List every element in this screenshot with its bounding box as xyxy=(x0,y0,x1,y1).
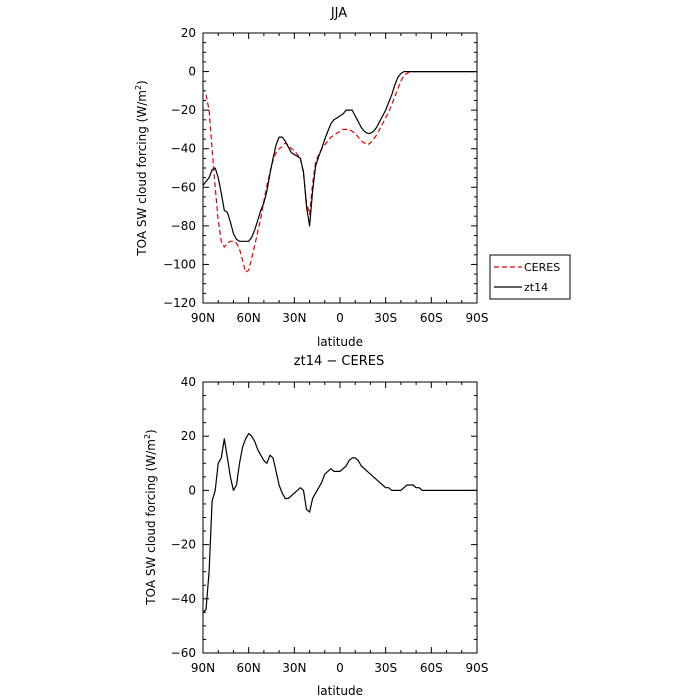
y-axis-label: TOA SW cloud forcing (W/m2) xyxy=(143,429,158,605)
plot-frame xyxy=(202,32,478,304)
y-tick-label: −40 xyxy=(171,142,196,156)
y-tick-label: 0 xyxy=(188,65,196,79)
legend-label-ceres: CERES xyxy=(524,261,560,274)
x-tick-label: 30S xyxy=(374,311,397,325)
plot-frame xyxy=(202,381,478,654)
y-tick-label: −20 xyxy=(171,103,196,117)
y-tick-label: −60 xyxy=(171,180,196,194)
chart-title: zt14 − CERES xyxy=(294,354,384,369)
panel-difference: zt14 − CERES 90N 60N 30N 0 30S 60S 90S 40 20 0 −20… xyxy=(143,354,488,698)
y-tick-label: 20 xyxy=(181,429,196,443)
y-tick-label: 0 xyxy=(188,483,196,497)
series-line-zt14 xyxy=(202,70,477,242)
y-tick-label: 20 xyxy=(181,26,196,40)
x-tick-label: 60S xyxy=(420,311,443,325)
legend: CERES zt14 xyxy=(489,254,571,300)
series-line-ceres xyxy=(205,70,474,273)
y-tick-label: −100 xyxy=(163,257,196,271)
x-tick-label: 90N xyxy=(191,311,215,325)
y-tick-label: −40 xyxy=(171,592,196,606)
x-tick-label: 0 xyxy=(336,661,344,675)
y-tick-label: −80 xyxy=(171,219,196,233)
y-tick-label: 40 xyxy=(181,375,196,389)
x-tick-label: 60S xyxy=(420,661,443,675)
x-tick-label: 60N xyxy=(237,661,261,675)
x-tick-label: 60N xyxy=(237,311,261,325)
y-axis-label: TOA SW cloud forcing (W/m2) xyxy=(134,80,149,256)
panel-jja: JJA 90N 60N 30N 0 30S 60S 90S 20 0 −20 −40 −60 −80 −1… xyxy=(134,6,571,349)
x-tick-label: 30N xyxy=(282,661,306,675)
legend-box xyxy=(489,254,571,300)
y-tick-label: −120 xyxy=(163,296,196,310)
x-tick-label: 30S xyxy=(374,661,397,675)
x-tick-label: 90S xyxy=(466,311,489,325)
x-tick-label: 90N xyxy=(191,661,215,675)
x-tick-label: 90S xyxy=(466,661,489,675)
chart-title: JJA xyxy=(330,6,347,21)
legend-label-zt14: zt14 xyxy=(524,281,548,294)
y-tick-label: −20 xyxy=(171,538,196,552)
y-tick-label: −60 xyxy=(171,646,196,660)
series-line-difference xyxy=(202,432,477,613)
x-axis-label: latitude xyxy=(317,684,363,698)
x-tick-label: 0 xyxy=(336,311,344,325)
x-axis-label: latitude xyxy=(317,335,363,349)
x-tick-label: 30N xyxy=(282,311,306,325)
